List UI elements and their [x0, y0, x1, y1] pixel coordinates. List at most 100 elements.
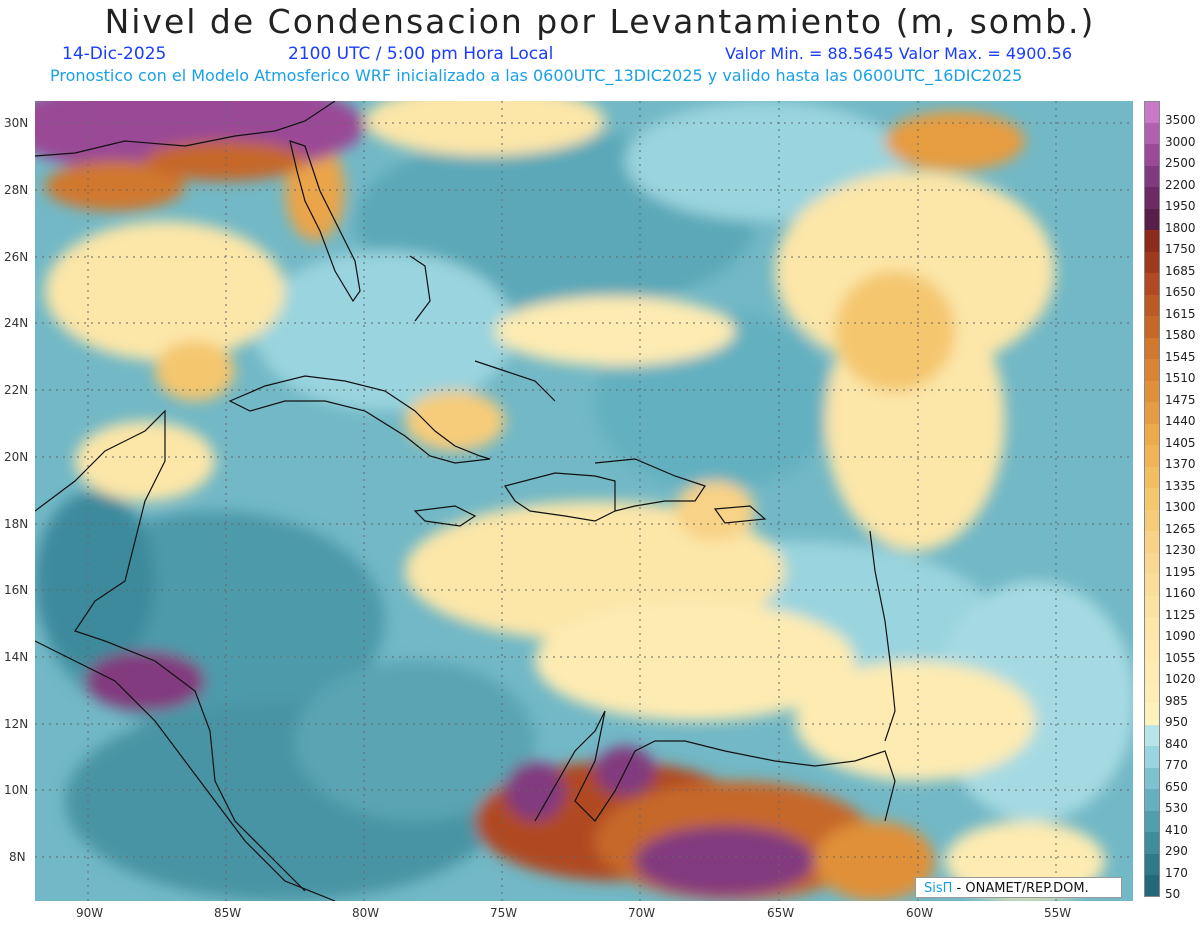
colorbar-label: 1440 [1165, 414, 1196, 428]
colorbar-swatch [1144, 746, 1160, 768]
credit-box: SisΠ - ONAMET/REP.DOM. [915, 877, 1122, 898]
colorbar-label: 410 [1165, 822, 1188, 837]
colorbar-label: 1615 [1165, 306, 1196, 321]
lat-label: 24N [4, 316, 29, 330]
credit-text: - ONAMET/REP.DOM. [952, 881, 1089, 896]
colorbar-label: 530 [1165, 801, 1188, 815]
lat-label: 20N [4, 450, 29, 464]
colorbar-label: 1405 [1165, 435, 1196, 450]
colorbar-swatch [1144, 273, 1160, 295]
colorbar-swatch [1144, 359, 1160, 381]
colorbar-swatch [1144, 509, 1160, 532]
colorbar-swatch [1144, 101, 1160, 123]
lon-label: 70W [628, 906, 656, 920]
colorbar-swatch [1144, 402, 1160, 424]
lat-label: 22N [4, 383, 29, 397]
colorbar-label: 950 [1165, 715, 1188, 729]
lat-label: 10N [4, 783, 29, 797]
forecast-time: 2100 UTC / 5:00 pm Hora Local [288, 44, 554, 64]
lcl-map [35, 101, 1133, 901]
colorbar-swatch [1144, 531, 1160, 553]
colorbar-label: 1750 [1165, 242, 1196, 256]
colorbar-label: 1685 [1165, 263, 1196, 278]
lat-label: 26N [4, 250, 29, 264]
colorbar-label: 1230 [1165, 543, 1196, 557]
colorbar-label: 3500 [1165, 113, 1196, 127]
colorbar-swatch [1144, 423, 1160, 446]
lon-label: 60W [906, 906, 934, 920]
lon-label: 90W [76, 906, 104, 920]
colorbar-swatch [1144, 810, 1160, 833]
colorbar-swatch [1144, 574, 1160, 596]
colorbar-swatch [1144, 208, 1160, 231]
colorbar-swatch [1144, 552, 1160, 575]
lat-label: 14N [4, 650, 29, 664]
colorbar-label: 985 [1165, 693, 1188, 708]
colorbar-label: 290 [1165, 844, 1188, 858]
colorbar-label: 1195 [1165, 564, 1196, 579]
lat-label: 28N [4, 183, 29, 197]
colorbar-swatch [1144, 488, 1160, 510]
colorbar-swatch [1144, 187, 1160, 209]
colorbar-label: 1335 [1165, 478, 1196, 493]
colorbar-swatch [1144, 294, 1160, 317]
value-range: Valor Min. = 88.5645 Valor Max. = 4900.5… [725, 44, 1073, 63]
colorbar-swatch [1144, 617, 1160, 639]
colorbar-label: 2500 [1165, 156, 1196, 170]
colorbar-swatch [1144, 445, 1160, 467]
lon-label: 75W [490, 906, 518, 920]
colorbar-swatch [1144, 316, 1160, 338]
colorbar-swatch [1144, 230, 1160, 252]
colorbar-label: 1650 [1165, 285, 1196, 299]
colorbar-label: 1020 [1165, 672, 1196, 686]
colorbar-swatch [1144, 832, 1160, 854]
colorbar-label: 1510 [1165, 371, 1196, 385]
map-title: Nivel de Condensacion por Levantamiento … [104, 2, 1096, 41]
colorbar-label: 1125 [1165, 607, 1196, 622]
colorbar-swatch [1144, 466, 1160, 489]
lat-label: 8N [9, 850, 26, 864]
colorbar-swatch [1144, 767, 1160, 790]
lon-label: 85W [214, 906, 242, 920]
coastlines [35, 101, 896, 901]
colorbar-label: 1800 [1165, 220, 1196, 235]
colorbar-swatch [1144, 638, 1160, 661]
colorbar-label: 1090 [1165, 629, 1196, 643]
colorbar-swatch [1144, 660, 1160, 682]
colorbar-label: 170 [1165, 865, 1188, 880]
colorbar-swatch [1144, 122, 1160, 145]
colorbar-frame [1144, 101, 1160, 897]
colorbar-swatch [1144, 251, 1160, 274]
colorbar-label: 1370 [1165, 457, 1196, 471]
colorbar-label: 1475 [1165, 392, 1196, 407]
colorbar-swatch [1144, 380, 1160, 403]
colorbar-label: 650 [1165, 779, 1188, 794]
lon-label: 65W [767, 906, 795, 920]
colorbar-label: 1160 [1165, 586, 1196, 600]
colorbar-swatch [1144, 144, 1160, 166]
lat-label: 12N [4, 717, 29, 731]
lon-label: 80W [352, 906, 380, 920]
colorbar-label: 2200 [1165, 177, 1196, 192]
colorbar-swatch [1144, 789, 1160, 811]
colorbar-label: 50 [1165, 887, 1181, 901]
colorbar-label: 1055 [1165, 650, 1196, 665]
colorbar-swatch [1144, 875, 1160, 897]
lcl-field [35, 101, 1133, 901]
colorbar-label: 840 [1165, 736, 1188, 751]
lat-label: 30N [4, 116, 29, 130]
forecast-date: 14-Dic-2025 [62, 44, 167, 64]
lat-label: 18N [4, 517, 29, 531]
colorbar-swatch [1144, 337, 1160, 360]
colorbar-swatch [1144, 853, 1160, 876]
colorbar-label: 3000 [1165, 134, 1196, 149]
colorbar-label: 1950 [1165, 199, 1196, 213]
colorbar-label: 1300 [1165, 500, 1196, 514]
lat-label: 16N [4, 583, 29, 597]
colorbar-label: 1545 [1165, 349, 1196, 364]
colorbar-swatch [1144, 165, 1160, 188]
colorbar-swatch [1144, 724, 1160, 747]
colorbar-swatch [1144, 595, 1160, 618]
colorbar-label: 1265 [1165, 521, 1196, 536]
model-description: Pronostico con el Modelo Atmosferico WRF… [50, 66, 1023, 85]
